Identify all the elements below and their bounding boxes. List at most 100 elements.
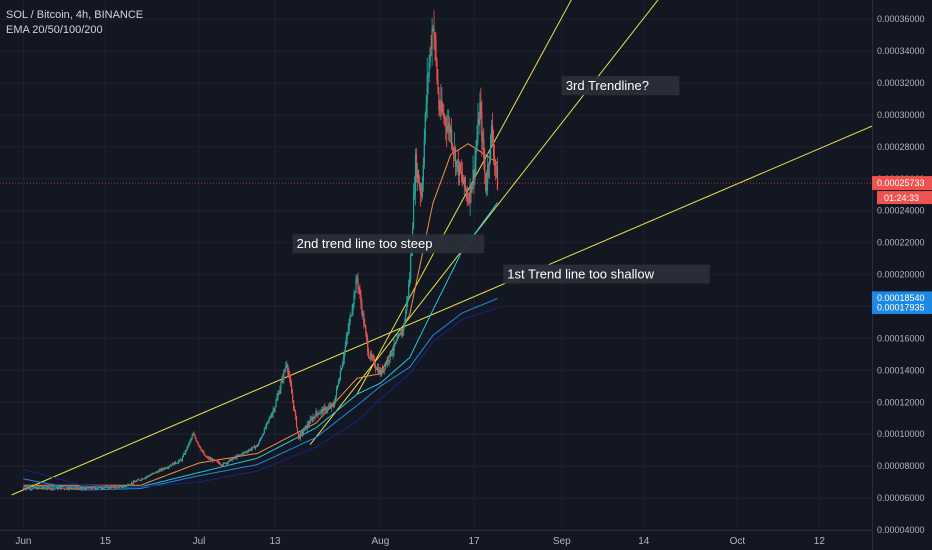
price-tick-label: 0.00030000	[877, 110, 925, 120]
candle-body	[214, 460, 217, 462]
candle-body	[115, 486, 117, 488]
candle-body	[300, 431, 302, 433]
ema-value-tag	[872, 301, 932, 315]
candle-body	[364, 324, 366, 327]
candle-body	[302, 431, 304, 434]
candle-body	[388, 359, 390, 362]
candle-body	[61, 487, 64, 489]
candle-body	[346, 333, 348, 339]
candle-body	[281, 377, 283, 383]
candle-body	[154, 472, 156, 474]
candle-body	[235, 456, 237, 459]
candle-body	[215, 460, 218, 462]
candle-body	[491, 125, 494, 142]
candle-body	[56, 487, 59, 490]
candle-body	[145, 476, 147, 478]
candle-body	[195, 438, 197, 441]
candles	[22, 10, 499, 491]
candle-body	[248, 450, 250, 452]
candle-body	[268, 418, 270, 421]
candle-body	[423, 138, 425, 166]
candle-body	[419, 186, 421, 194]
candle-body	[67, 489, 69, 491]
price-tick-label: 0.00016000	[877, 333, 925, 343]
candle-body	[32, 488, 34, 490]
candle-body	[120, 486, 122, 488]
time-axis[interactable]: Jun 15 Jul 13 Aug 17 Sep 14 Oct 12	[0, 530, 872, 548]
ema-value-label: 0.00017935	[877, 303, 925, 313]
candle-body	[152, 473, 154, 474]
candle-body	[52, 488, 54, 490]
candle-body	[485, 172, 487, 192]
candle-body	[219, 464, 222, 465]
candle-body	[386, 359, 388, 365]
candle-body	[480, 102, 482, 113]
candle-body	[119, 486, 121, 488]
candle-body	[375, 368, 378, 370]
candle-body	[404, 320, 406, 326]
annotations[interactable]: 3rd Trendline? 2nd trend line too steep 1s…	[292, 76, 710, 284]
candle-body	[134, 481, 136, 483]
candle-body	[196, 440, 198, 443]
candle-body	[307, 424, 309, 425]
candle-body	[290, 378, 292, 386]
candle-body	[312, 417, 314, 421]
candle-body	[418, 182, 421, 187]
candle-body	[176, 462, 179, 464]
price-tick-label: 0.00020000	[877, 270, 925, 280]
candle-body	[377, 368, 380, 374]
candle-body	[75, 487, 77, 490]
candle-body	[449, 122, 451, 134]
candle-body	[251, 448, 253, 450]
candle-body	[64, 489, 66, 490]
candle-body	[50, 489, 52, 490]
candle-body	[80, 487, 82, 489]
candle-body	[433, 28, 435, 36]
price-axis[interactable]: 0.00004000 0.00006000 0.00008000 0.00010000…	[872, 0, 932, 550]
ema-line	[23, 298, 498, 491]
candle-body	[88, 487, 90, 489]
candle-body	[173, 463, 175, 465]
candle-body	[40, 488, 42, 490]
candle-body	[226, 462, 228, 464]
candle-body	[172, 463, 174, 466]
candle-body	[66, 488, 68, 490]
candle-body	[81, 487, 83, 489]
candle-body	[406, 301, 408, 311]
candle-body	[37, 487, 39, 490]
candle-body	[477, 119, 479, 139]
candle-body	[199, 445, 201, 449]
candle-body	[372, 357, 375, 360]
time-tick-label: Jul	[193, 536, 206, 547]
candle-body	[149, 475, 151, 476]
candle-body	[325, 407, 327, 412]
candle-body	[93, 487, 95, 489]
candle-body	[186, 445, 188, 450]
candle-body	[275, 400, 277, 407]
candle-body	[261, 435, 263, 438]
candle-body	[151, 473, 153, 475]
candle-body	[421, 181, 423, 197]
candle-body	[469, 183, 471, 203]
candle-body	[135, 480, 138, 482]
candle-body	[265, 423, 267, 428]
candle-body	[242, 452, 244, 455]
candle-body	[269, 417, 271, 419]
candle-body	[306, 424, 308, 429]
candle-body	[140, 478, 143, 481]
candle-body	[237, 455, 239, 457]
candle-body	[424, 113, 426, 139]
candle-body	[352, 304, 354, 311]
candle-body	[168, 466, 170, 468]
candle-body	[62, 488, 65, 490]
candle-body	[48, 487, 50, 489]
candle-body	[489, 158, 491, 166]
countdown-tag	[877, 191, 932, 205]
candle-body	[163, 469, 165, 470]
candle-body	[231, 459, 233, 461]
candle-body	[77, 488, 79, 490]
candle-body	[336, 385, 339, 389]
candle-body	[128, 484, 130, 486]
candle-body	[247, 451, 249, 453]
